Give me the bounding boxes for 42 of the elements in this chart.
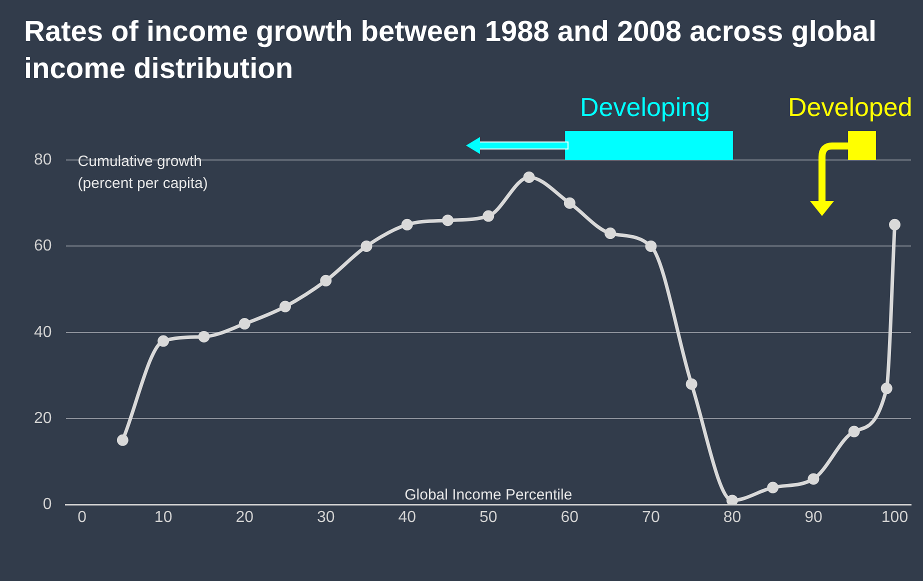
x-tick-label: 0 <box>78 508 87 526</box>
x-tick-label: 70 <box>642 508 660 526</box>
point <box>238 318 250 330</box>
x-tick-label: 30 <box>316 508 335 526</box>
x-tick-label: 20 <box>236 508 254 526</box>
x-tick-label: 90 <box>804 508 822 526</box>
x-tick-label: 50 <box>480 508 498 526</box>
y-axis-title: Cumulative growth (percent per capita) <box>78 153 208 192</box>
point <box>880 382 892 394</box>
x-tick-label: 10 <box>154 508 172 526</box>
chart-title: Rates of income growth between 1988 and 2008 across global income distribution <box>24 15 878 87</box>
point <box>604 228 616 240</box>
point <box>116 434 128 446</box>
point <box>401 218 413 230</box>
point <box>198 330 210 342</box>
point <box>564 197 576 209</box>
point <box>360 240 372 252</box>
y-tick-label: 20 <box>34 410 52 428</box>
y-tick-label: 60 <box>34 238 52 255</box>
point <box>645 240 657 252</box>
point <box>442 214 454 226</box>
x-tick-label: 40 <box>398 508 416 526</box>
y-tick-label: 80 <box>34 151 52 168</box>
point <box>726 494 738 505</box>
y-tick-label: 0 <box>42 496 52 514</box>
point <box>888 218 900 230</box>
point <box>279 300 291 312</box>
point <box>848 426 860 438</box>
point <box>767 482 779 494</box>
y-tick-label: 40 <box>34 324 52 341</box>
x-tick-label: 80 <box>723 508 742 526</box>
x-tick-label: 100 <box>881 508 908 526</box>
point <box>808 473 820 485</box>
x-axis-title: Global Income Percentile <box>404 486 572 504</box>
point <box>158 335 170 347</box>
text: Developing <box>580 92 710 123</box>
text: Developed <box>788 92 912 123</box>
point <box>523 171 535 183</box>
point <box>320 274 332 286</box>
x-tick-label: 60 <box>560 508 579 526</box>
point <box>686 378 698 390</box>
point <box>482 210 494 222</box>
